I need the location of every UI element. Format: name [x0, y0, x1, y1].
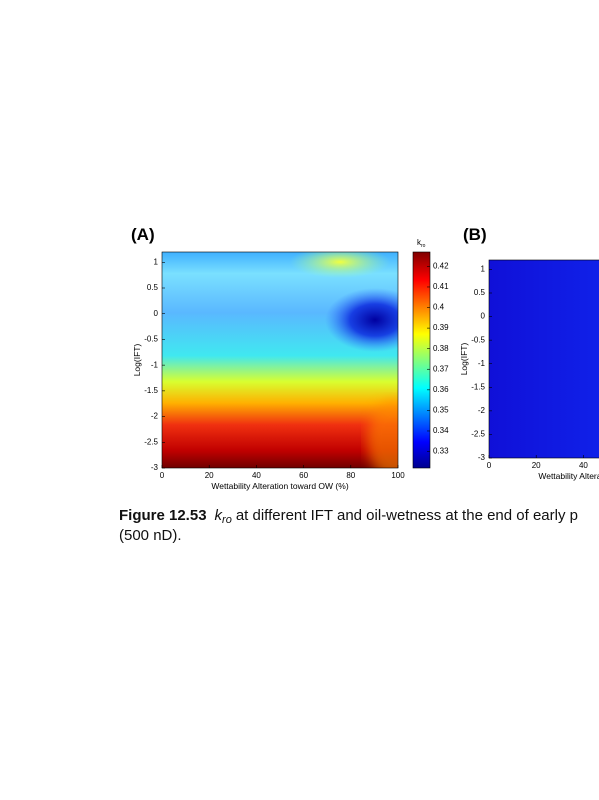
y-tick-label: 0 — [481, 312, 486, 321]
y-tick-label: -1.5 — [471, 382, 485, 391]
y-tick-label: -2.5 — [144, 437, 158, 446]
y-tick-label: -3 — [151, 463, 159, 472]
panel-label: (A) — [131, 225, 155, 244]
caption-symbol-sub: ro — [222, 514, 232, 526]
colorbar-tick-label: 0.39 — [433, 323, 449, 332]
x-tick-label: 20 — [205, 471, 214, 480]
x-tick-label: 40 — [252, 471, 261, 480]
colorbar-label-main: k — [417, 238, 422, 247]
y-tick-label: -1 — [478, 359, 486, 368]
x-tick-label: 40 — [579, 461, 588, 470]
y-tick-label: -2 — [478, 406, 486, 415]
y-tick-label: 1 — [481, 265, 486, 274]
contour-field — [489, 260, 599, 458]
colorbar-label: kro — [417, 238, 426, 249]
colorbar-tick-label: 0.34 — [433, 426, 449, 435]
panel-label: (B) — [463, 225, 487, 244]
caption-line2: (500 nD). — [119, 527, 182, 544]
y-tick-label: 0.5 — [147, 283, 159, 292]
caption-label: Figure 12.53 — [119, 507, 207, 524]
y-tick-label: -1.5 — [144, 386, 158, 395]
x-tick-label: 20 — [532, 461, 541, 470]
y-tick-label: -2 — [151, 412, 159, 421]
caption: Figure 12.53 kro at different IFT and oil-… — [119, 507, 578, 526]
colorbar-tick-label: 0.4 — [433, 303, 445, 312]
colorbar-tick-label: 0.38 — [433, 344, 449, 353]
colorbar-tick-label: 0.37 — [433, 364, 449, 373]
y-tick-label: -2.5 — [471, 430, 485, 439]
plot-frame — [161, 251, 399, 469]
y-tick-label: -0.5 — [471, 335, 485, 344]
colorbar-label-sub: ro — [421, 243, 426, 249]
x-tick-label: 60 — [299, 471, 308, 480]
y-tick-label: 0 — [154, 309, 159, 318]
y-tick-label: 1 — [154, 257, 159, 266]
y-tick-label: 0.5 — [474, 288, 486, 297]
x-tick-label: 0 — [160, 471, 165, 480]
caption-symbol: k — [215, 507, 224, 524]
colorbar-tick-label: 0.35 — [433, 406, 449, 415]
y-tick-label: -1 — [151, 360, 159, 369]
caption-text: at different IFT and oil-wetness at the … — [236, 507, 578, 524]
colorbar-tick-label: 0.36 — [433, 385, 449, 394]
contour-field — [162, 252, 398, 468]
colorbar-tick-label: 0.41 — [433, 282, 449, 291]
y-tick-label: -0.5 — [144, 335, 158, 344]
x-tick-label: 80 — [346, 471, 355, 480]
x-tick-label: 0 — [487, 461, 492, 470]
y-tick-label: -3 — [478, 453, 486, 462]
colorbar — [412, 251, 431, 469]
x-axis-label: Wettability Alteration toward OW (%) — [211, 481, 348, 491]
y-axis-label: Log(IFT) — [132, 344, 142, 377]
y-axis-label: Log(IFT) — [459, 343, 469, 376]
x-tick-label: 100 — [391, 471, 405, 480]
colorbar-tick-label: 0.33 — [433, 447, 449, 456]
x-axis-label: Wettability Alteration toward OW (%) — [538, 471, 599, 481]
colorbar-tick-label: 0.42 — [433, 262, 449, 271]
plot-frame — [488, 259, 599, 459]
